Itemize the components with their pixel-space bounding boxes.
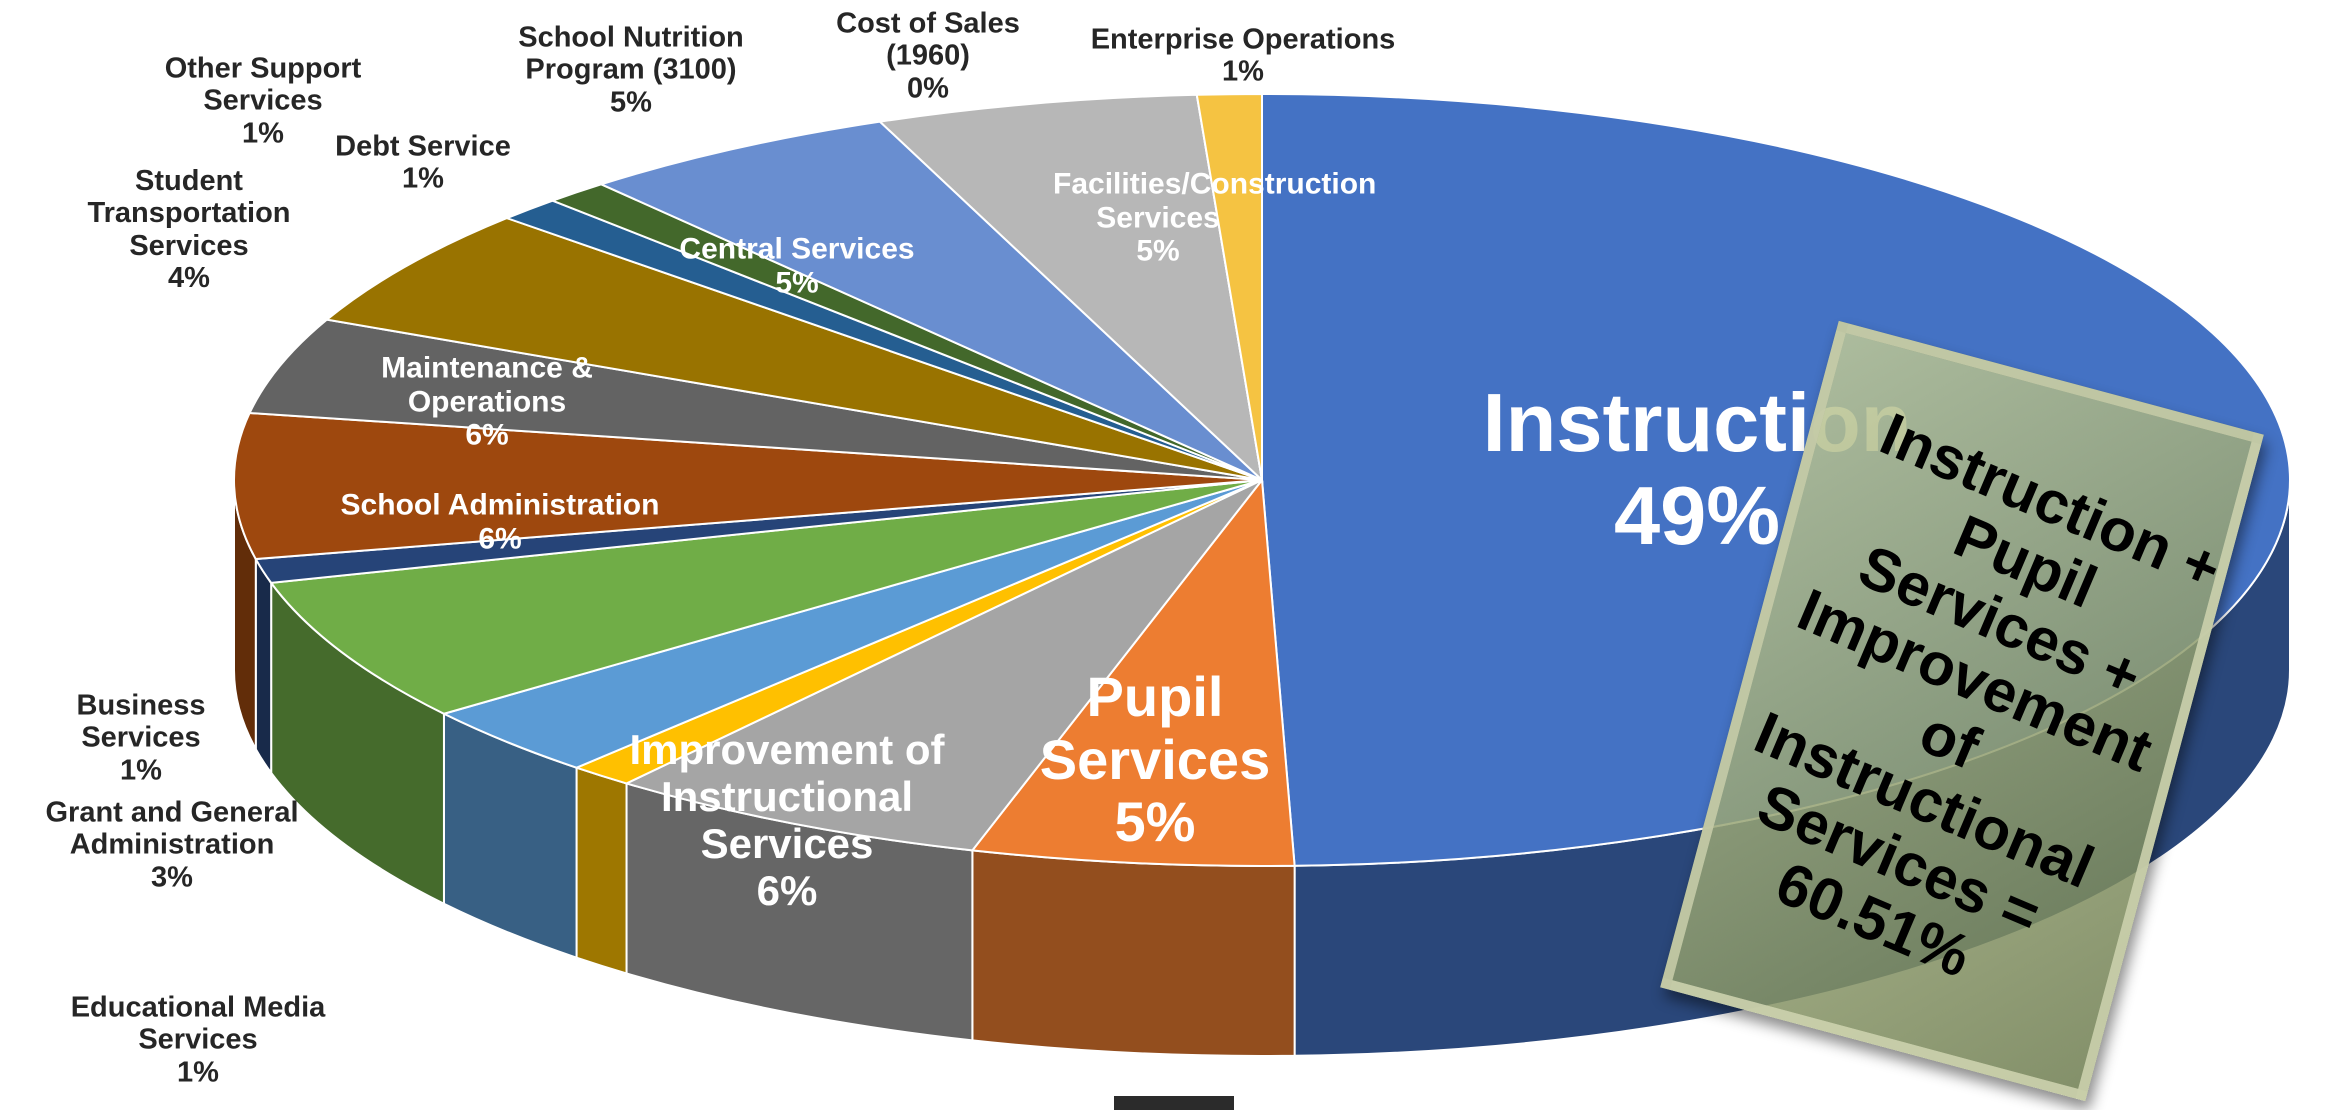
slice [598, 120, 1263, 481]
slice [233, 411, 1263, 561]
value-label: 6% [756, 867, 818, 915]
value-label: 1% [177, 1056, 219, 1089]
category-label: Facilities/Construction Services [1053, 167, 1377, 235]
slice [877, 93, 1264, 483]
data-label: Student Transportation Services 4% [54, 165, 324, 295]
slice [623, 479, 1263, 852]
category-label: Business Services [76, 689, 206, 754]
decoration [1114, 1096, 1234, 1110]
data-label: Other Support Services 1% [138, 52, 388, 149]
category-label: Educational Media Services [70, 991, 326, 1056]
data-label: Central Services 5% [647, 232, 947, 299]
data-label: Improvement of Instructional Services 6% [622, 726, 952, 914]
value-label: 5% [610, 86, 652, 119]
data-label: Facilities/Construction Services 5% [1053, 167, 1377, 269]
value-label: 1% [242, 117, 284, 150]
slice [269, 479, 1263, 715]
data-label: Educational Media Services 1% [28, 991, 368, 1088]
value-label: 0% [907, 72, 949, 105]
data-label: Debt Service 1% [293, 131, 553, 196]
category-label: Cost of Sales (1960) [836, 7, 1020, 72]
category-label: Other Support Services [164, 52, 362, 117]
data-label: School Administration 6% [290, 488, 710, 555]
category-label: Student Transportation Services [87, 165, 291, 262]
value-label: 1% [120, 754, 162, 787]
category-label: Maintenance & Operations [381, 351, 593, 419]
category-label: Grant and General Administration [45, 796, 299, 861]
data-label: Business Services 1% [41, 689, 241, 786]
category-label: Debt Service [335, 130, 511, 163]
slice [248, 318, 1263, 481]
category-label: Improvement of Instructional Services [629, 725, 945, 867]
slice [324, 217, 1263, 481]
category-label: Central Services [679, 232, 915, 266]
value-label: 1% [402, 163, 444, 195]
value-label: 1% [1222, 56, 1264, 88]
data-label: Grant and General Administration 3% [2, 796, 342, 893]
value-label: 5% [1114, 790, 1196, 854]
slice-side [575, 766, 628, 975]
category-label: Pupil Services [1039, 664, 1271, 791]
slice-side [254, 555, 273, 776]
category-label: School Administration [340, 488, 660, 522]
value-label: 49% [1613, 469, 1781, 562]
value-label: 5% [775, 266, 819, 299]
slice-side [971, 849, 1296, 1057]
value-label: 5% [1136, 234, 1180, 268]
data-label: Pupil Services 5% [1005, 664, 1305, 854]
data-label: Enterprise Operations 1% [1043, 24, 1443, 89]
value-label: 6% [465, 418, 509, 452]
slice [970, 477, 1296, 867]
category-label: School Nutrition Program (3100) [518, 21, 744, 86]
data-label: Cost of Sales (1960) 0% [803, 7, 1053, 104]
value-label: 6% [478, 522, 522, 555]
value-label: 3% [151, 861, 193, 894]
category-label: Enterprise Operations [1090, 23, 1396, 56]
slice [1195, 92, 1263, 481]
data-label: Maintenance & Operations 6% [327, 352, 647, 453]
value-label: 4% [168, 262, 210, 295]
data-label: School Nutrition Program (3100) 5% [481, 21, 781, 118]
